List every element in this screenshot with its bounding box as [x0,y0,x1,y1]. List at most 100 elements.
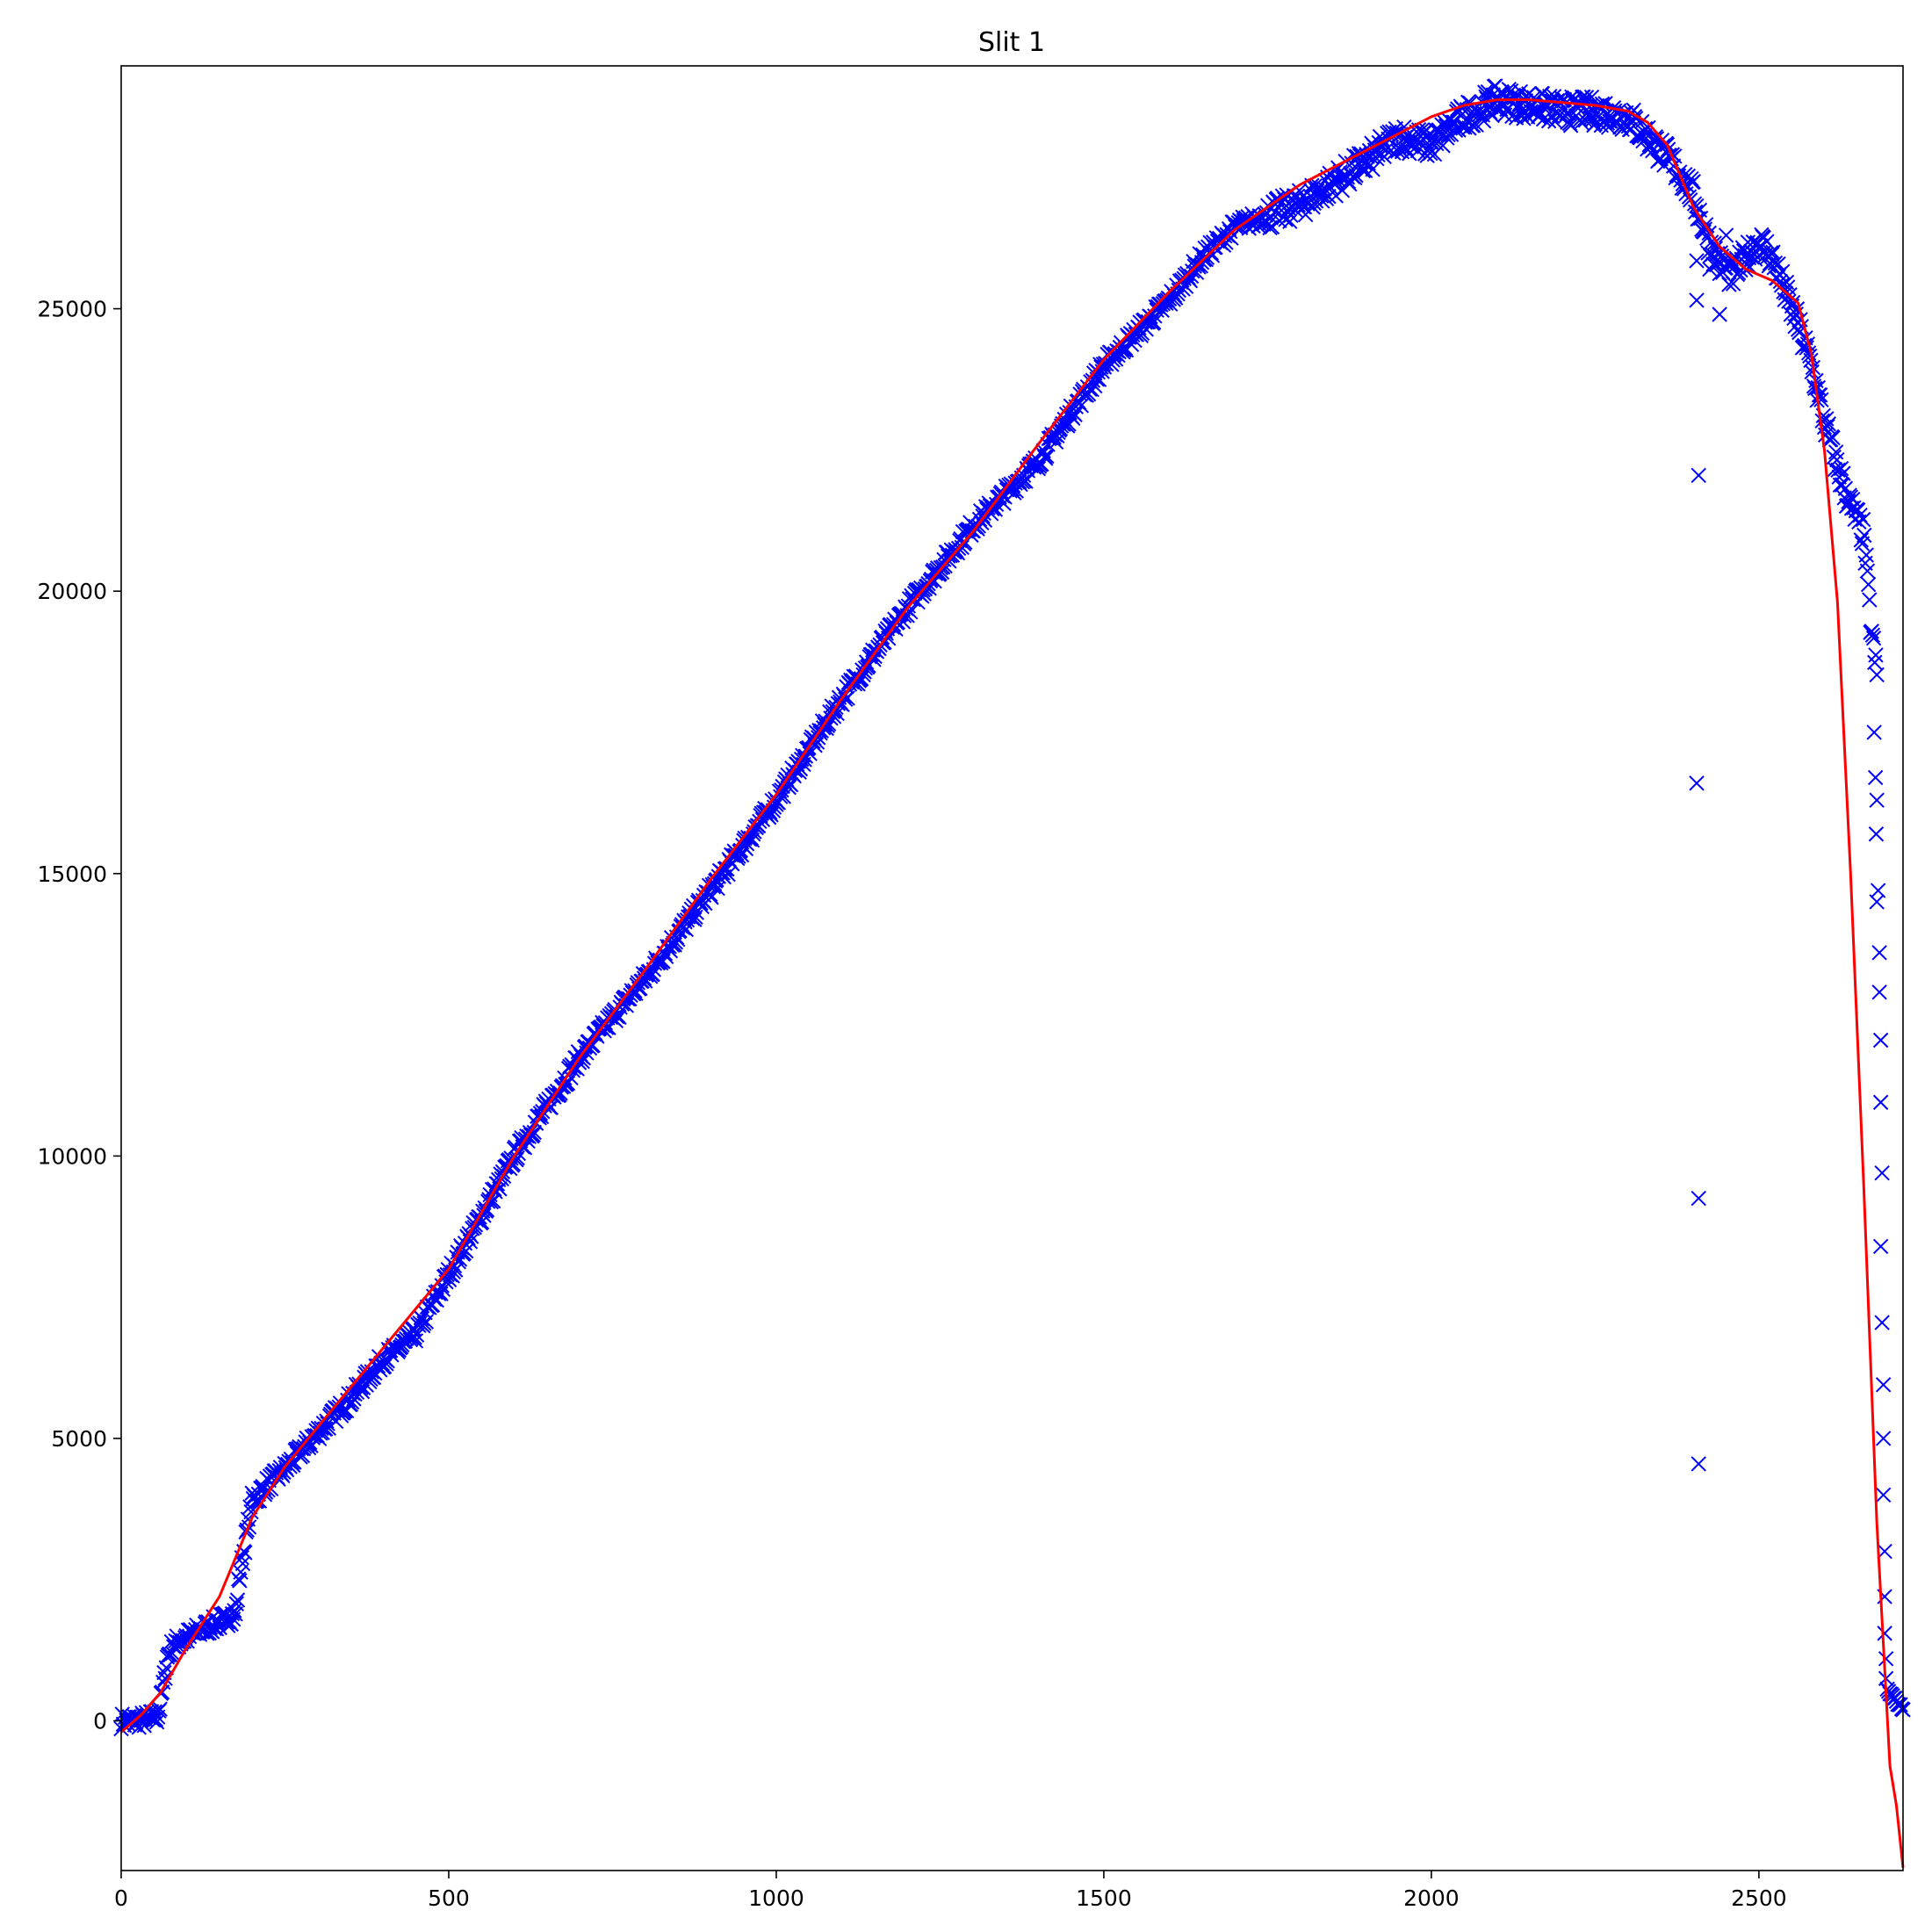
scatter-point [1689,775,1705,791]
scatter-point [1868,826,1885,842]
scatter-point [1804,364,1820,380]
y-tick-label: 0 [93,1709,107,1734]
scatter-point [1871,945,1887,961]
fit-line-layer [120,98,1905,1868]
scatter-point [1825,429,1841,446]
scatter-point [1759,234,1775,249]
scatter-point [228,1596,244,1611]
scatter-point [903,604,919,620]
scatter-point [710,880,725,897]
scatter-point [1871,984,1887,1000]
scatter-point [1690,1190,1706,1207]
scatter-point [688,909,703,926]
scatter-point [1145,314,1162,330]
scatter-point [1872,1094,1889,1110]
scatter-point [1860,576,1877,593]
scatter-point [1613,119,1629,135]
scatter-point [407,1333,424,1349]
scatter-point [703,886,718,903]
scatter-point [451,1254,467,1270]
scatter-point [136,1718,152,1734]
x-tick-label: 500 [428,1885,470,1911]
scatter-point [866,652,882,667]
scatter-point [1835,465,1851,481]
scatter-point [1837,480,1854,496]
scatter-point [1820,416,1836,432]
scatter-point [1562,118,1579,133]
scatter-point [1721,277,1737,292]
scatter-point [1370,147,1386,163]
scatter-point [1048,434,1064,450]
scatter-point [483,1193,500,1210]
scatter-point [418,1314,435,1330]
scatter-point [1578,90,1595,105]
scatter-point [1869,894,1885,910]
y-axis: 0 5000 10000 15000 20000 25000 [37,297,121,1734]
scatter-point [1725,276,1741,292]
scatter-point [1877,1626,1892,1641]
scatter-point [1865,631,1882,646]
scatter-point [243,1503,259,1520]
scatter-point [354,1383,371,1400]
scatter-point [1690,467,1706,484]
fit-line [120,98,1905,1868]
scatter-point [1775,263,1791,279]
x-tick-label: 1500 [1076,1885,1132,1911]
scatter-point [880,631,897,646]
scatter-point [229,1592,246,1608]
scatter-point [744,833,761,848]
scatter-point [1875,1377,1892,1393]
scatter-point [1030,460,1047,477]
x-tick-label: 1000 [748,1885,804,1911]
scatter-point [1875,1487,1892,1503]
scatter-point [525,1127,541,1143]
scatter-point [1833,460,1849,477]
scatter-point [1321,188,1337,205]
scatter-point [1640,119,1656,136]
plot-frame [120,65,1904,1871]
scatter-point [1772,273,1789,290]
scatter-point [1014,473,1031,490]
scatter-point [1312,184,1329,199]
x-tick-label: 2500 [1731,1885,1787,1911]
scatter-point [1856,527,1872,544]
scatter-point [1526,90,1542,105]
scatter-point [1802,348,1818,364]
scatter-point [1864,627,1881,643]
scatter-point [492,1181,508,1197]
scatter-point [1868,647,1884,663]
scatter-point [1892,1697,1908,1712]
scatter-point [485,1193,501,1209]
scatter-point [987,501,1004,517]
scatter-point [1778,274,1795,291]
scatter-point [543,1099,559,1115]
scatter-point [1065,410,1081,427]
scatter-point [720,866,736,883]
x-axis: 0 500 1000 1500 2000 2500 [114,1871,1787,1911]
scatter-point [1858,547,1874,563]
scatter-point [1851,514,1867,530]
scatter-point [462,1234,479,1250]
scatter-point [574,1053,590,1070]
scatter-point [353,1379,370,1395]
scatter-point [1874,1315,1890,1330]
scatter-point [1867,769,1884,786]
scatter-point [1365,162,1381,177]
scatter-point [802,746,818,761]
scatter-point [1282,213,1298,229]
scatter-point [1080,386,1097,402]
scatter-point [763,807,779,823]
scatter-point [1878,1651,1894,1667]
scatter-point [1875,1431,1892,1446]
scatter-point [1689,292,1705,308]
scatter-point [820,716,837,732]
scatter-point [314,1420,329,1437]
scatter-point [1877,1543,1892,1560]
y-tick-label: 5000 [51,1426,107,1452]
scatter-point [1872,1238,1889,1254]
scatter-point [1690,1456,1706,1472]
scatter-point [1347,169,1363,186]
scatter-point [1468,117,1484,133]
